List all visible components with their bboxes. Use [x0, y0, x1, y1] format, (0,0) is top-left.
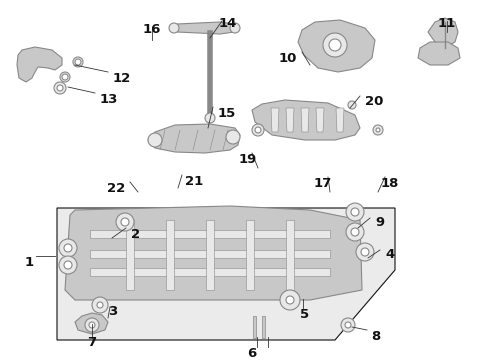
Circle shape [251, 124, 264, 136]
Bar [262, 316, 264, 338]
Circle shape [280, 290, 299, 310]
Text: 11: 11 [437, 17, 455, 30]
Polygon shape [297, 20, 374, 72]
Polygon shape [65, 206, 361, 300]
Circle shape [204, 113, 215, 123]
Circle shape [225, 130, 240, 144]
Bar [90, 268, 329, 276]
Circle shape [57, 85, 63, 91]
Bar [245, 220, 253, 290]
Circle shape [350, 228, 358, 236]
Bar [90, 250, 329, 258]
Text: 18: 18 [380, 177, 398, 190]
Bar [90, 230, 329, 238]
Circle shape [346, 203, 363, 221]
Bar [285, 220, 293, 290]
Text: 22: 22 [106, 182, 125, 195]
Circle shape [229, 23, 240, 33]
Circle shape [360, 248, 368, 256]
Text: 9: 9 [374, 216, 384, 229]
Text: 4: 4 [384, 248, 393, 261]
Polygon shape [251, 100, 359, 140]
Text: 10: 10 [278, 52, 296, 65]
Circle shape [54, 82, 66, 94]
Polygon shape [148, 124, 240, 153]
Text: 15: 15 [218, 107, 236, 120]
Circle shape [64, 261, 72, 269]
Bar [126, 220, 134, 290]
Circle shape [92, 297, 108, 313]
Circle shape [73, 57, 83, 67]
Polygon shape [17, 47, 62, 82]
Text: 7: 7 [87, 336, 96, 349]
Circle shape [340, 318, 354, 332]
Circle shape [254, 127, 261, 133]
Bar [205, 220, 214, 290]
Bar [165, 220, 174, 290]
Polygon shape [315, 108, 324, 132]
Polygon shape [57, 208, 394, 340]
Circle shape [328, 39, 340, 51]
Text: 20: 20 [364, 95, 383, 108]
Text: 13: 13 [100, 93, 118, 106]
Text: 2: 2 [131, 228, 140, 241]
Polygon shape [170, 22, 238, 34]
Circle shape [97, 302, 103, 308]
Text: 16: 16 [142, 23, 161, 36]
Circle shape [60, 72, 70, 82]
Text: 12: 12 [113, 72, 131, 85]
Circle shape [121, 218, 129, 226]
Circle shape [89, 322, 95, 328]
Circle shape [75, 59, 81, 65]
Circle shape [372, 125, 382, 135]
Text: 17: 17 [313, 177, 331, 190]
Polygon shape [75, 313, 108, 334]
Circle shape [64, 244, 72, 252]
Text: 8: 8 [370, 330, 380, 343]
Text: 6: 6 [247, 347, 256, 360]
Circle shape [375, 128, 379, 132]
Circle shape [85, 318, 99, 332]
Circle shape [116, 213, 134, 231]
Circle shape [323, 33, 346, 57]
Circle shape [59, 239, 77, 257]
Text: 5: 5 [299, 308, 308, 321]
Circle shape [62, 74, 68, 80]
Circle shape [59, 256, 77, 274]
Circle shape [285, 296, 293, 304]
Text: 19: 19 [238, 153, 257, 166]
Circle shape [169, 23, 179, 33]
Text: 21: 21 [184, 175, 203, 188]
Circle shape [350, 208, 358, 216]
Polygon shape [335, 108, 343, 132]
Polygon shape [427, 18, 457, 48]
Circle shape [148, 133, 162, 147]
Circle shape [345, 322, 350, 328]
Bar [252, 316, 256, 338]
Text: 1: 1 [25, 256, 34, 269]
Circle shape [355, 243, 373, 261]
Polygon shape [301, 108, 308, 132]
Text: 14: 14 [218, 17, 237, 30]
Polygon shape [417, 42, 459, 65]
Circle shape [347, 101, 355, 109]
Circle shape [346, 223, 363, 241]
Text: 3: 3 [108, 305, 117, 318]
Polygon shape [285, 108, 293, 132]
Polygon shape [270, 108, 279, 132]
